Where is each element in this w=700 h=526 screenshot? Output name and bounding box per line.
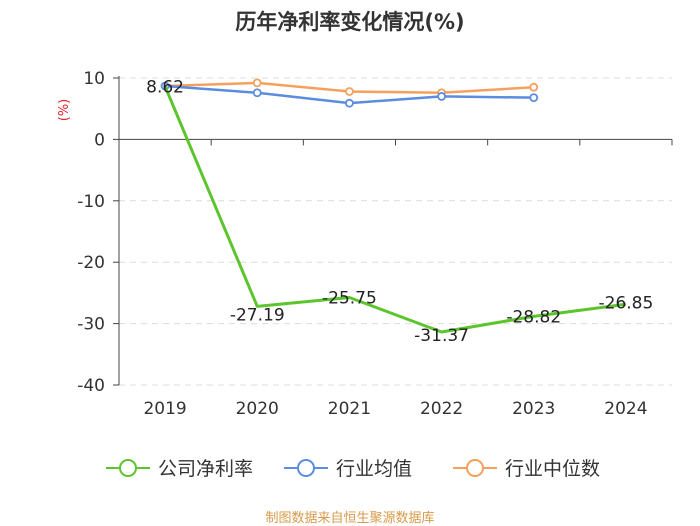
data-label: 8.62 — [146, 77, 184, 97]
series-layer — [160, 78, 627, 334]
series-point — [345, 98, 354, 108]
legend-label: 行业均值 — [336, 458, 412, 480]
legend-marker — [466, 459, 484, 477]
series-point — [345, 87, 354, 96]
series-point — [529, 93, 539, 103]
y-tick-label: -10 — [77, 192, 105, 212]
data-label: -27.19 — [230, 305, 285, 325]
series-point — [252, 88, 262, 98]
x-tick-label: 2019 — [143, 399, 186, 419]
axis-layer: 10 0 -10 -20 -30 -40 2019 2020 2021 2022 2023 2024 (… — [57, 69, 673, 419]
y-tick-label: -30 — [77, 315, 105, 335]
grid-layer — [119, 77, 672, 386]
source-note: 制图数据来自恒生聚源数据库 — [265, 511, 435, 526]
series-point — [437, 92, 446, 101]
x-tick-label: 2023 — [512, 399, 555, 419]
series-point — [529, 82, 539, 92]
data-label: -28.82 — [506, 307, 561, 327]
series-line — [163, 85, 627, 334]
legend-label: 公司净利率 — [158, 458, 253, 480]
legend-label: 行业中位数 — [505, 458, 600, 480]
label-layer: 8.62 -27.19 -25.75 -31.37 -28.82 -26.85 — [146, 77, 653, 346]
data-label: -25.75 — [322, 289, 377, 309]
y-tick-label: 10 — [83, 69, 105, 89]
y-tick-label: -40 — [77, 376, 105, 396]
chart-title: 历年净利率变化情况(%) — [235, 10, 465, 34]
y-tick-label: 0 — [94, 130, 105, 150]
series-point — [252, 78, 262, 88]
x-tick-label: 2022 — [420, 399, 463, 419]
y-axis-label: (%) — [57, 99, 72, 122]
legend-marker — [119, 459, 137, 477]
legend-layer: 公司净利率 行业均值 行业中位数 — [106, 458, 600, 480]
x-tick-label: 2020 — [236, 399, 279, 419]
x-tick-label: 2021 — [328, 399, 371, 419]
y-tick-label: -20 — [77, 253, 105, 273]
legend-marker — [297, 459, 315, 477]
data-label: -31.37 — [414, 326, 469, 346]
x-tick-label: 2024 — [604, 399, 647, 419]
data-label: -26.85 — [599, 293, 654, 313]
